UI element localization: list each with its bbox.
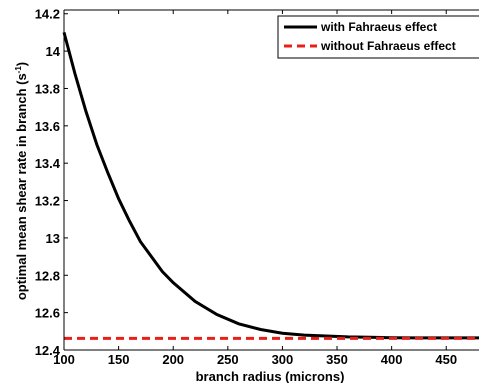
- y-tick-label: 13.4: [35, 156, 61, 171]
- ticks-layer: 100 150 200 250 300 350 400 450 12.4 12.6 12.8 13 13…: [35, 7, 457, 367]
- legend-label-without-fahraeus: without Fahraeus effect: [320, 39, 456, 53]
- x-tick-label: 350: [326, 352, 348, 367]
- x-tick-label: 100: [53, 352, 75, 367]
- y-tick-label: 14.2: [35, 7, 60, 22]
- x-axis-label: branch radius (microns): [196, 369, 345, 383]
- y-tick-label: 14: [46, 44, 61, 59]
- x-tick-label: 250: [217, 352, 239, 367]
- y-tick-label: 12.6: [35, 306, 60, 321]
- series-layer: [62, 32, 479, 340]
- legend-label-with-fahraeus: with Fahraeus effect: [320, 20, 437, 34]
- y-tick-label: 13.8: [35, 81, 60, 96]
- y-axis-label-close: ): [14, 62, 29, 66]
- y-tick-label: 13.2: [35, 194, 60, 209]
- y-tick-label: 13.6: [35, 119, 60, 134]
- axes-layer: [63, 9, 479, 351]
- x-tick-label: 450: [435, 352, 457, 367]
- x-tick-label: 200: [162, 352, 184, 367]
- y-axis-label: optimal mean shear rate in branch (s-1): [14, 62, 29, 300]
- x-tick-label: 150: [108, 352, 130, 367]
- y-tick-label: 13: [46, 231, 60, 246]
- legend-box: [277, 15, 479, 59]
- x-tick-label: 400: [381, 352, 403, 367]
- y-tick-label: 12.4: [35, 343, 61, 358]
- x-tick-label: 300: [272, 352, 294, 367]
- legend: with Fahraeus effect without Fahraeus ef…: [277, 15, 479, 59]
- y-tick-label: 12.8: [35, 268, 60, 283]
- y-axis-label-sup: -1: [14, 66, 23, 74]
- y-axis-label-main: optimal mean shear rate in branch (s: [14, 73, 29, 300]
